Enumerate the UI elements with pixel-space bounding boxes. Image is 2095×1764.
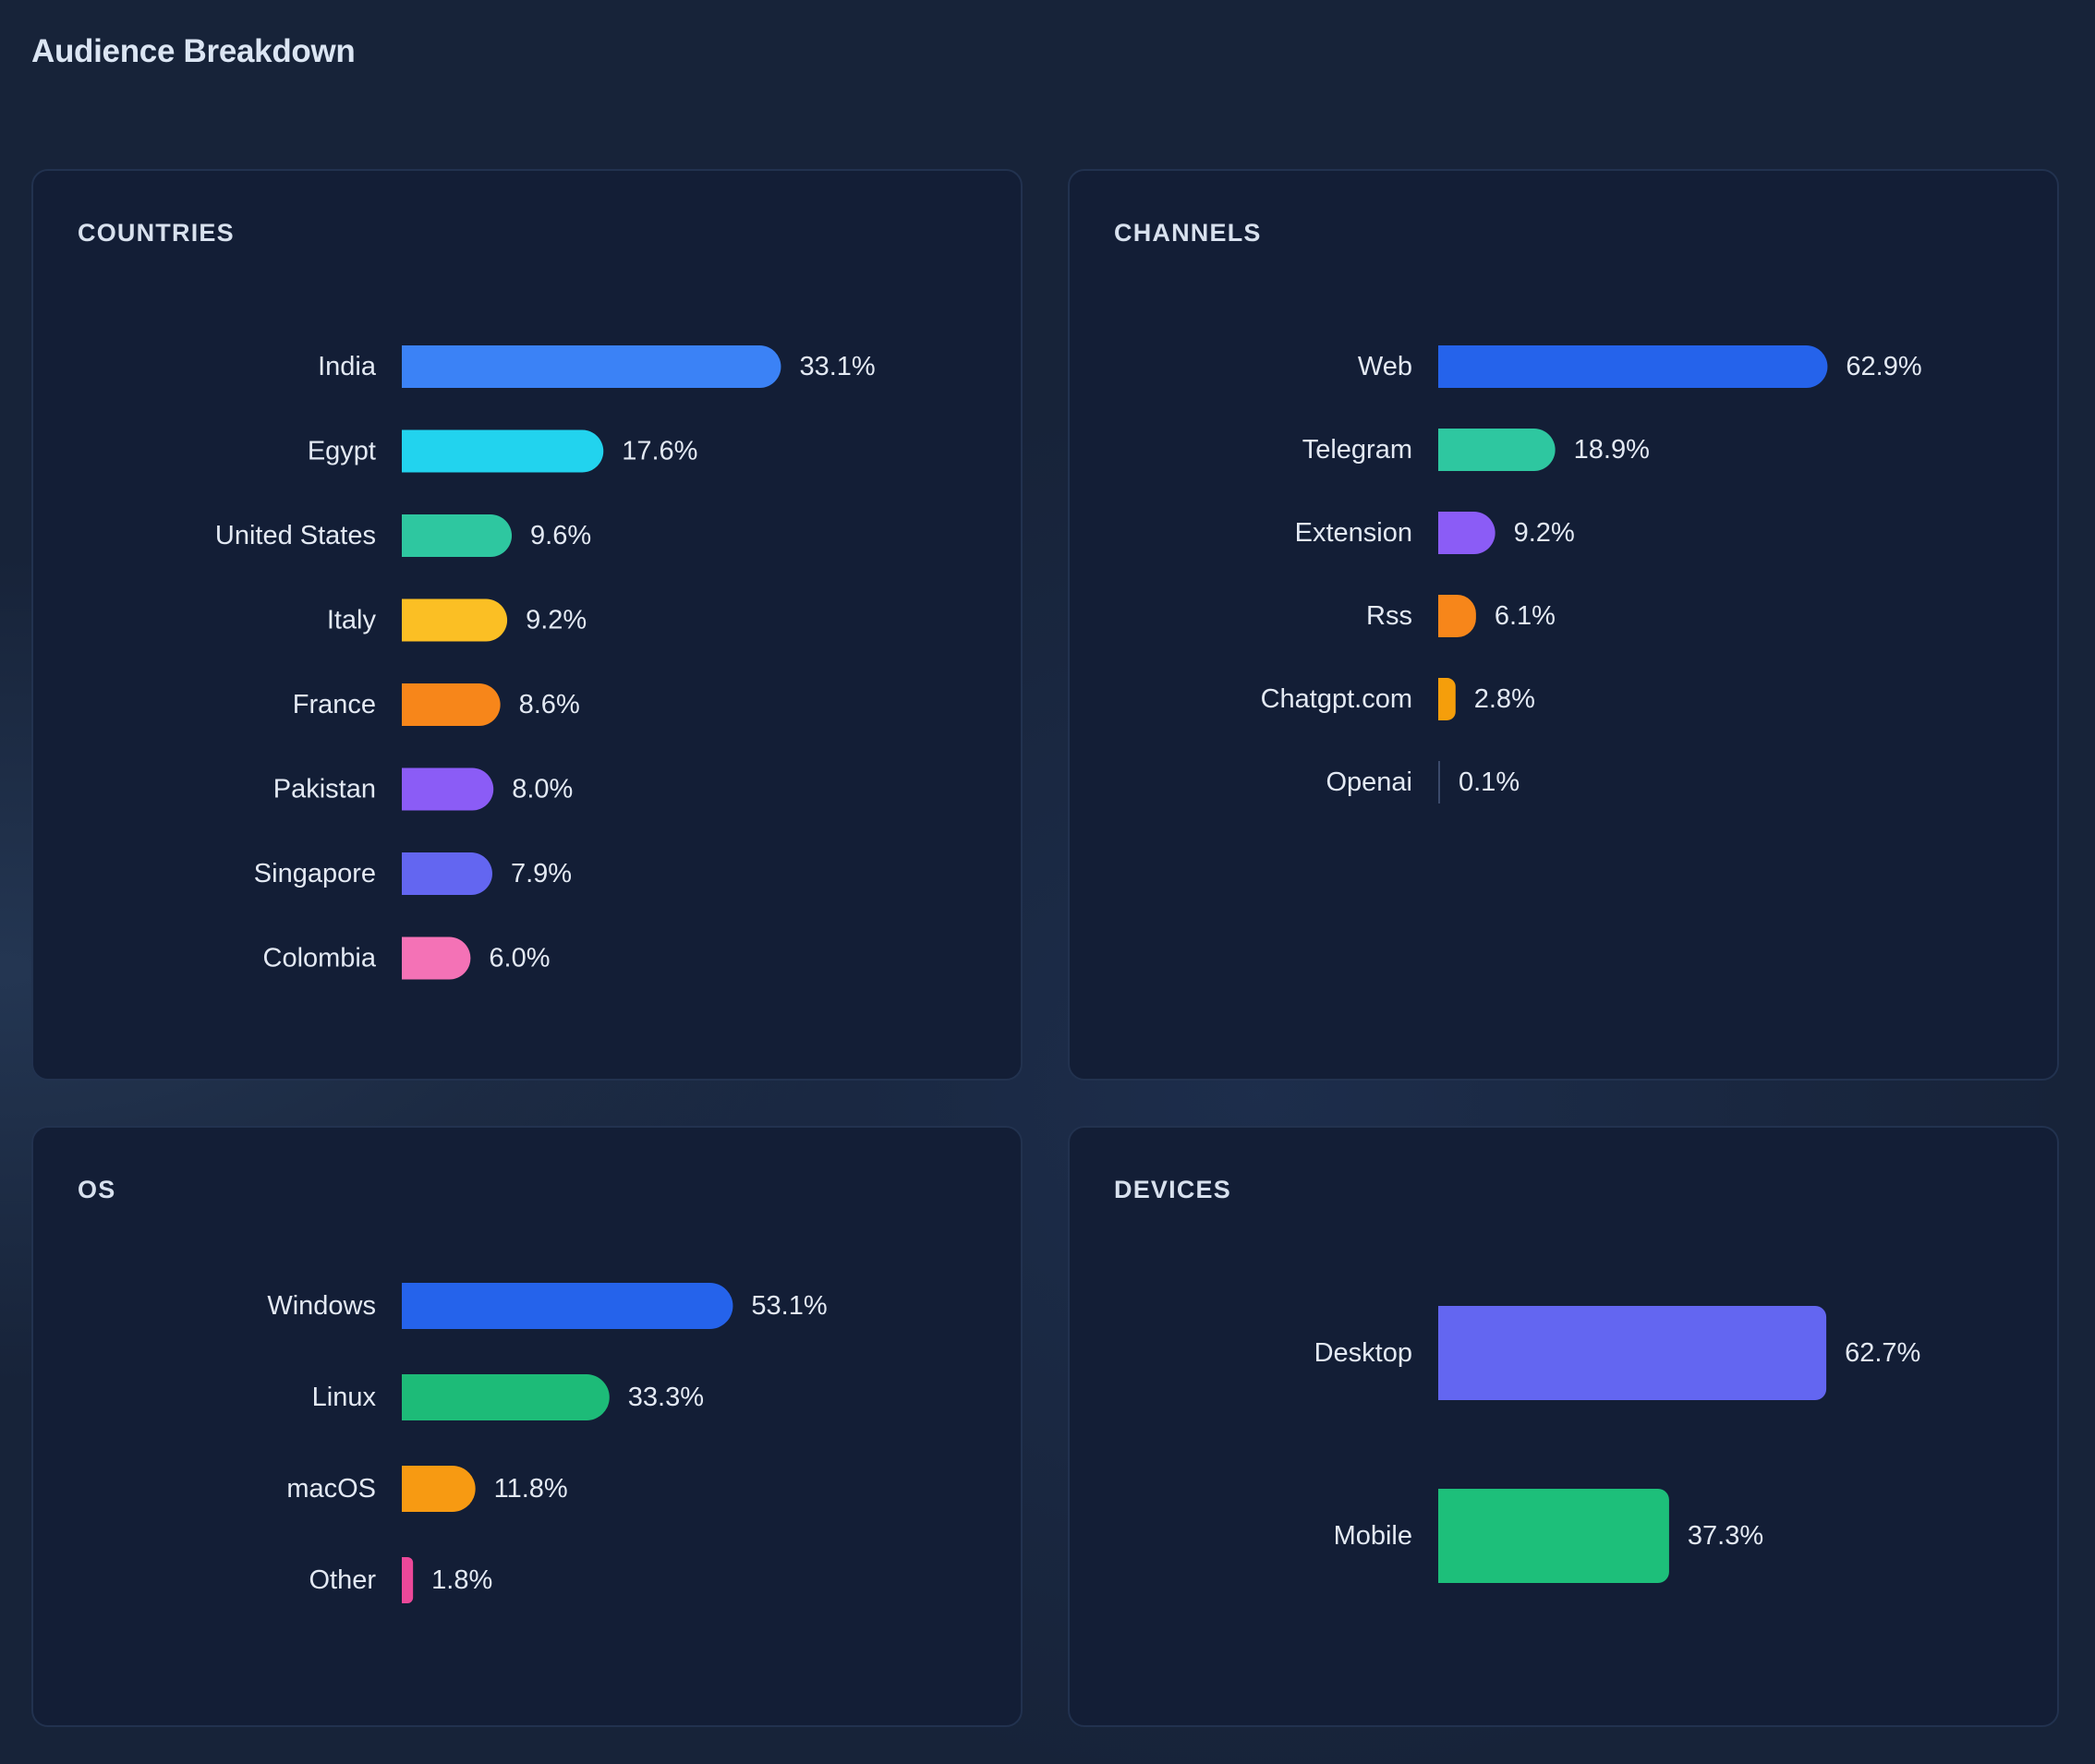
os-card-title: OS [78, 1176, 116, 1203]
channels-label-telegram: Telegram [1302, 435, 1412, 465]
devices-label-mobile: Mobile [1334, 1521, 1412, 1551]
channels-value-openai: 0.1% [1459, 767, 1520, 797]
devices-card-title: DEVICES [1114, 1176, 1231, 1203]
os-value-linux: 33.3% [628, 1383, 704, 1412]
channels-value-web: 62.9% [1846, 352, 1921, 381]
devices-value-mobile: 37.3% [1688, 1521, 1763, 1551]
os-label-other: Other [309, 1565, 376, 1595]
os-value-windows: 53.1% [751, 1291, 827, 1321]
countries-label-france: France [293, 690, 376, 719]
countries-bar-india [402, 345, 781, 388]
os-value-other: 1.8% [431, 1565, 492, 1595]
os-label-macos: macOS [286, 1474, 376, 1504]
countries-card: COUNTRIES India 33.1% Egypt 17.6% United Sta… [31, 169, 1023, 1081]
os-bar-other [402, 1557, 414, 1603]
channels-bar-telegram [1438, 429, 1556, 471]
os-bar-linux [402, 1374, 610, 1420]
os-value-macos: 11.8% [494, 1474, 568, 1504]
channels-bar-chatgpt-com [1438, 678, 1456, 720]
os-bar-macos [402, 1466, 476, 1512]
countries-value-united-states: 9.6% [530, 521, 591, 550]
countries-value-egypt: 17.6% [622, 437, 697, 466]
channels-label-extension: Extension [1295, 518, 1412, 548]
os-card: OS Windows 53.1% Linux 33.3% macOS 11.8% Other… [31, 1126, 1023, 1727]
countries-label-india: India [318, 352, 377, 381]
countries-value-pakistan: 8.0% [512, 775, 573, 804]
countries-card-title: COUNTRIES [78, 219, 235, 247]
channels-bar-rss [1438, 595, 1476, 637]
channels-label-chatgpt-com: Chatgpt.com [1261, 684, 1412, 714]
countries-bar-singapore [402, 852, 492, 895]
channels-value-chatgpt-com: 2.8% [1474, 684, 1535, 714]
channels-label-openai: Openai [1326, 767, 1412, 797]
countries-bar-colombia [402, 936, 471, 980]
countries-value-france: 8.6% [519, 690, 580, 719]
channels-bar-openai [1438, 761, 1440, 803]
countries-bar-france [402, 683, 501, 726]
countries-value-singapore: 7.9% [511, 859, 572, 888]
countries-bar-chart: India 33.1% Egypt 17.6% United States 9.6% Ita… [215, 345, 876, 980]
countries-value-colombia: 6.0% [489, 944, 550, 973]
channels-label-rss: Rss [1366, 601, 1412, 631]
channels-bar-chart: Web 62.9% Telegram 18.9% Extension 9.2% Rss 6.1… [1261, 345, 1922, 803]
channels-value-extension: 9.2% [1514, 518, 1575, 548]
channels-label-web: Web [1358, 352, 1412, 381]
os-label-windows: Windows [267, 1291, 376, 1321]
countries-label-singapore: Singapore [254, 859, 376, 888]
os-label-linux: Linux [312, 1383, 377, 1412]
countries-value-india: 33.1% [799, 352, 875, 381]
devices-value-desktop: 62.7% [1845, 1338, 1920, 1368]
channels-card: CHANNELS Web 62.9% Telegram 18.9% Extension 9… [1068, 169, 2059, 1081]
countries-value-italy: 9.2% [526, 606, 587, 635]
devices-bar-mobile [1438, 1489, 1669, 1583]
page-title: Audience Breakdown [31, 33, 356, 69]
channels-card-title: CHANNELS [1114, 219, 1262, 247]
devices-card: DEVICES Desktop 62.7% Mobile 37.3% [1068, 1126, 2059, 1727]
os-bar-chart: Windows 53.1% Linux 33.3% macOS 11.8% Other 1.8… [267, 1283, 828, 1603]
devices-label-desktop: Desktop [1314, 1338, 1412, 1368]
countries-bar-pakistan [402, 767, 494, 811]
devices-bar-chart: Desktop 62.7% Mobile 37.3% [1314, 1306, 1920, 1583]
countries-label-pakistan: Pakistan [273, 775, 376, 804]
channels-value-rss: 6.1% [1495, 601, 1556, 631]
countries-label-colombia: Colombia [263, 944, 377, 973]
channels-bar-extension [1438, 512, 1496, 554]
countries-bar-egypt [402, 429, 604, 473]
os-bar-windows [402, 1283, 733, 1329]
channels-value-telegram: 18.9% [1574, 435, 1650, 465]
countries-bar-united-states [402, 514, 513, 557]
countries-bar-italy [402, 598, 508, 642]
devices-bar-desktop [1438, 1306, 1827, 1400]
countries-label-egypt: Egypt [308, 437, 376, 466]
countries-label-united-states: United States [215, 521, 376, 550]
countries-label-italy: Italy [327, 606, 377, 635]
channels-bar-web [1438, 345, 1828, 388]
